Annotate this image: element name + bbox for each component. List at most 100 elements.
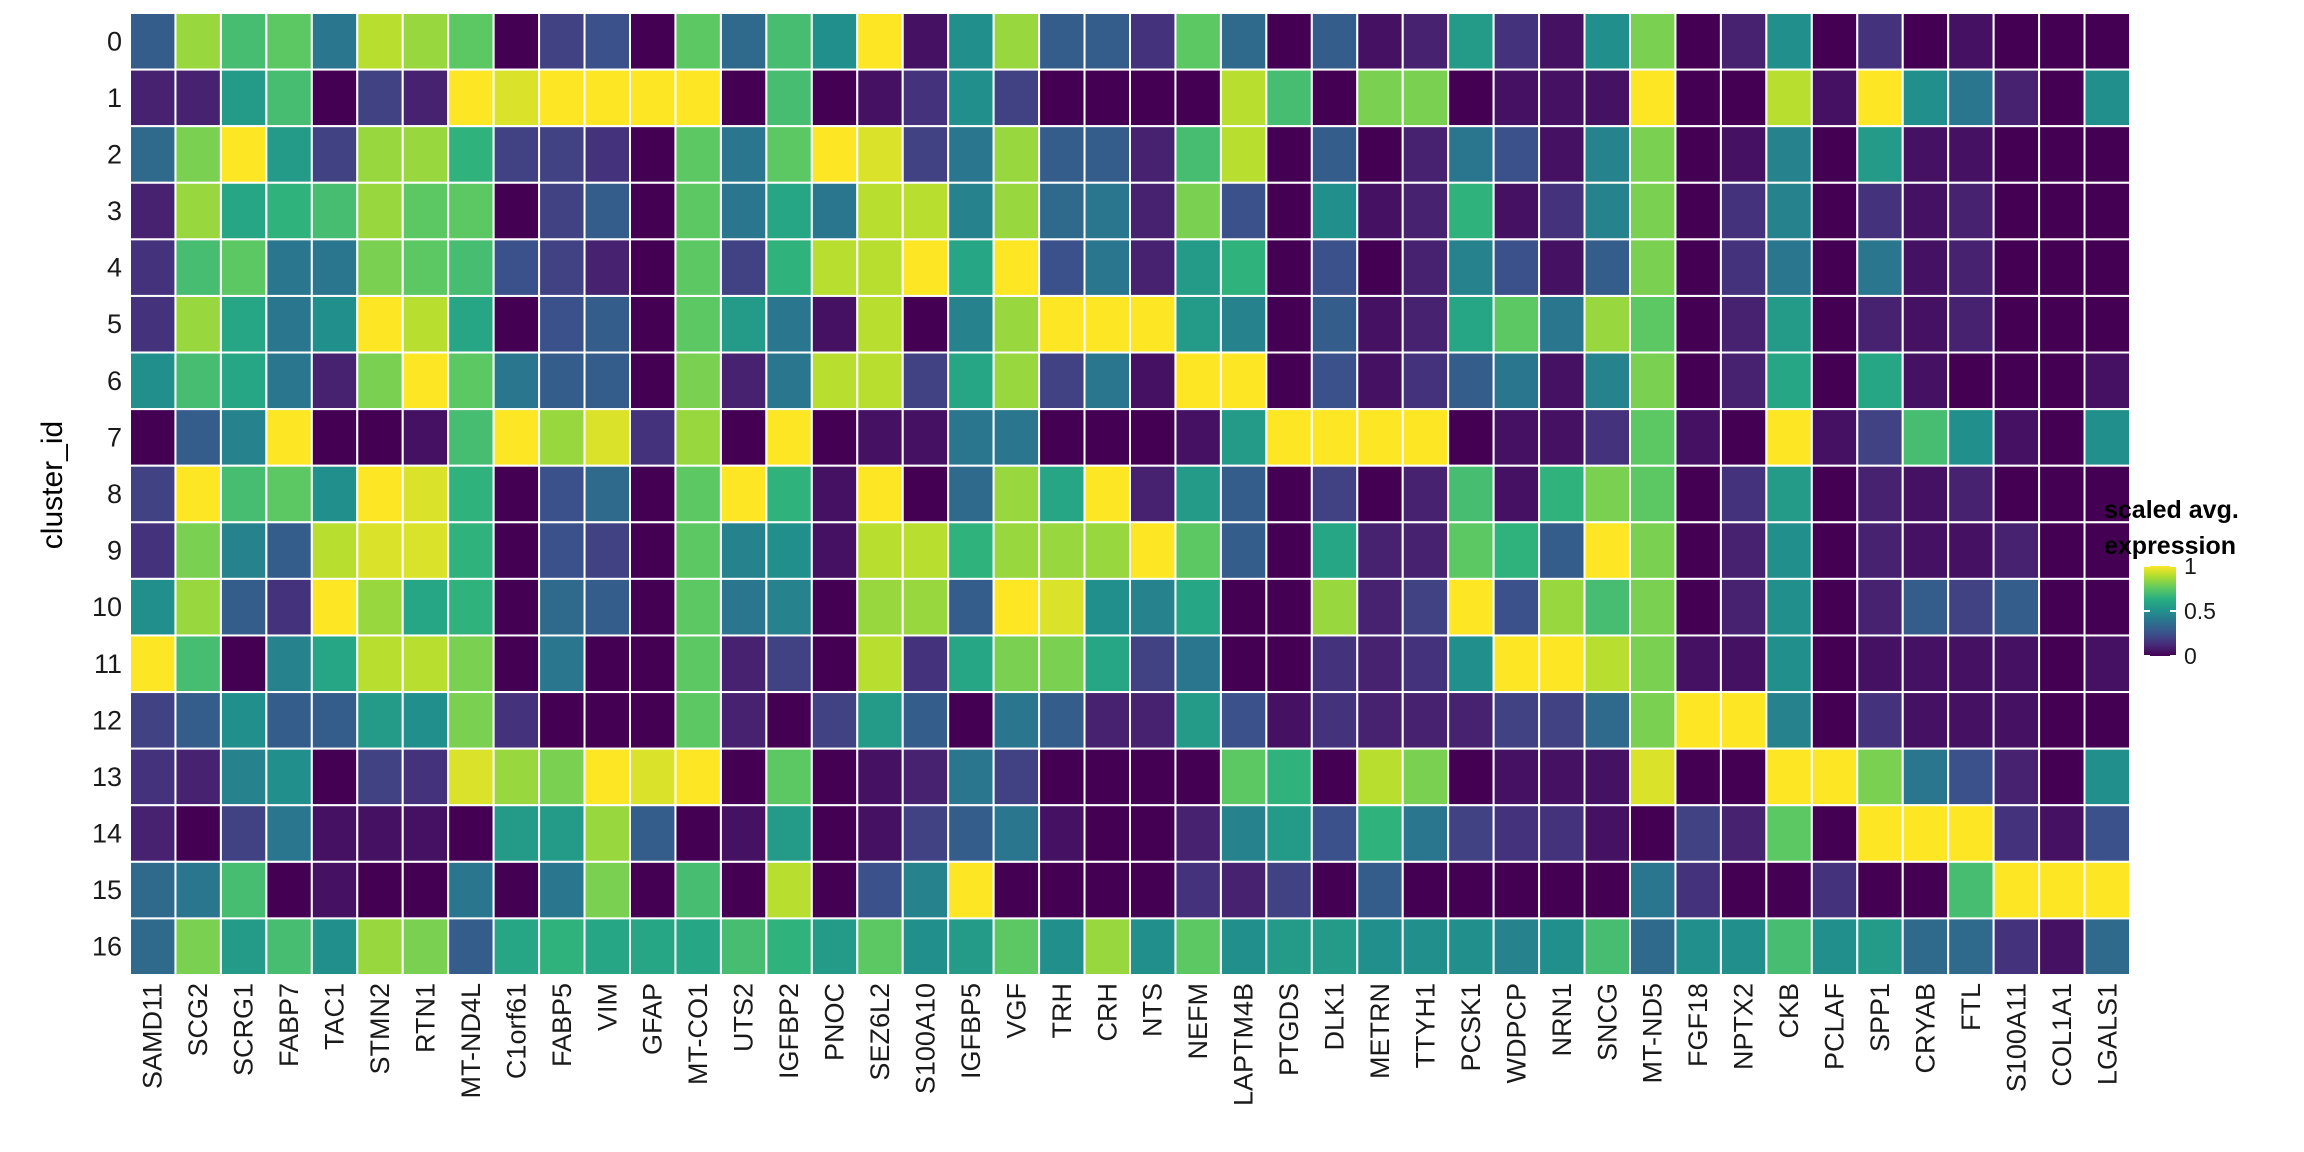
heatmap-cell <box>174 804 222 863</box>
heatmap-cell <box>992 408 1041 467</box>
heatmap-cell <box>901 408 950 467</box>
column-tick-label: LGALS1 <box>2092 983 2122 1085</box>
heatmap-cell <box>1992 521 2041 580</box>
heatmap-cell <box>310 125 359 184</box>
heatmap-cell <box>992 804 1041 863</box>
heatmap-cell <box>1265 521 1313 580</box>
heatmap-cell <box>1901 917 1950 976</box>
heatmap-cell <box>1038 464 1086 524</box>
heatmap-cell <box>1447 634 1495 694</box>
heatmap-cell <box>810 294 859 354</box>
heatmap-cell <box>719 747 768 807</box>
heatmap-cell <box>265 181 313 241</box>
heatmap-cell <box>2083 125 2131 184</box>
heatmap-cell <box>538 691 586 750</box>
heatmap-cell <box>1947 351 1995 411</box>
heatmap-cell <box>356 747 404 807</box>
heatmap-cell <box>1856 351 1904 411</box>
heatmap-cell <box>1356 747 1404 807</box>
heatmap-cell <box>674 12 722 71</box>
heatmap-cell <box>810 12 859 71</box>
row-tick-label: 5 <box>107 309 122 339</box>
heatmap-cell <box>219 691 268 750</box>
heatmap-cell <box>1219 351 1268 411</box>
heatmap-cell <box>1083 691 1131 750</box>
heatmap-cell <box>1583 860 1631 920</box>
heatmap-cell <box>856 125 904 184</box>
heatmap-cell <box>810 917 859 976</box>
heatmap-cell <box>1310 634 1359 694</box>
heatmap-cell <box>1083 125 1131 184</box>
heatmap-cell <box>583 577 632 637</box>
heatmap-cell <box>674 577 722 637</box>
heatmap-cell <box>1674 125 1722 184</box>
heatmap-cell <box>1265 294 1313 354</box>
column-tick-label: GFAP <box>638 983 668 1055</box>
column-tick-label: CKB <box>1774 983 1804 1039</box>
heatmap-cell <box>174 521 222 580</box>
heatmap-cell <box>447 521 495 580</box>
heatmap-cell <box>1810 577 1859 637</box>
heatmap-cell <box>1992 408 2041 467</box>
heatmap-cell <box>1901 860 1950 920</box>
heatmap-cell <box>265 577 313 637</box>
heatmap-cell <box>401 68 450 128</box>
heatmap-cell <box>810 464 859 524</box>
heatmap-cell <box>219 181 268 241</box>
heatmap-cell <box>1947 125 1995 184</box>
heatmap-cell <box>356 804 404 863</box>
column-tick-label: FABP5 <box>547 983 577 1067</box>
heatmap-cell <box>1083 464 1131 524</box>
column-tick-label: SCG2 <box>183 983 213 1057</box>
heatmap-cell <box>2083 691 2131 750</box>
heatmap-cell <box>1129 408 1177 467</box>
heatmap-cell <box>1810 294 1859 354</box>
heatmap-cell <box>265 747 313 807</box>
row-tick-label: 14 <box>92 819 122 849</box>
heatmap-cell <box>1765 351 1813 411</box>
legend-ticks: 10.50 <box>2144 553 2216 669</box>
heatmap-cell <box>810 68 859 128</box>
heatmap-cell <box>447 294 495 354</box>
heatmap-cell <box>1174 12 1222 71</box>
heatmap-cell <box>1719 917 1768 976</box>
heatmap-cell <box>992 464 1041 524</box>
heatmap-cell <box>1310 804 1359 863</box>
heatmap-cell <box>1083 804 1131 863</box>
heatmap-cell <box>1765 238 1813 297</box>
heatmap-cell <box>1219 917 1268 976</box>
heatmap-cell <box>810 804 859 863</box>
heatmap-cell <box>2083 238 2131 297</box>
heatmap-cell <box>992 181 1041 241</box>
heatmap-cell <box>1310 464 1359 524</box>
heatmap-cell <box>1310 351 1359 411</box>
heatmap-cell <box>1083 181 1131 241</box>
heatmap-cell <box>1674 521 1722 580</box>
heatmap-cell <box>538 804 586 863</box>
heatmap-cell <box>1174 294 1222 354</box>
heatmap-cell <box>856 238 904 297</box>
heatmap-cell <box>1810 521 1859 580</box>
heatmap-cell <box>356 860 404 920</box>
heatmap-cell <box>1674 238 1722 297</box>
heatmap-cell <box>1447 691 1495 750</box>
heatmap-cell <box>629 634 677 694</box>
heatmap-cell <box>901 12 950 71</box>
heatmap-cell <box>1129 68 1177 128</box>
heatmap-cell <box>1447 408 1495 467</box>
heatmap-cell <box>401 464 450 524</box>
heatmap-cell <box>538 351 586 411</box>
heatmap-cell <box>1492 917 1541 976</box>
column-tick-label: TAC1 <box>320 983 350 1050</box>
heatmap-cell <box>719 577 768 637</box>
heatmap-cell <box>901 125 950 184</box>
heatmap-cell <box>1947 917 1995 976</box>
row-tick-label: 15 <box>92 875 122 905</box>
heatmap-cell <box>310 68 359 128</box>
heatmap-cell <box>583 860 632 920</box>
heatmap-cell <box>1356 917 1404 976</box>
heatmap-cell <box>1492 634 1541 694</box>
heatmap-cell <box>492 238 541 297</box>
heatmap-cell <box>1401 238 1450 297</box>
